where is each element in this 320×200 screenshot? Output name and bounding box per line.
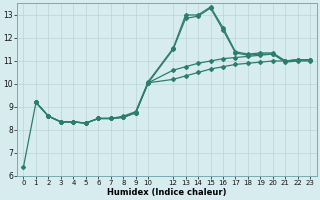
X-axis label: Humidex (Indice chaleur): Humidex (Indice chaleur) (107, 188, 227, 197)
